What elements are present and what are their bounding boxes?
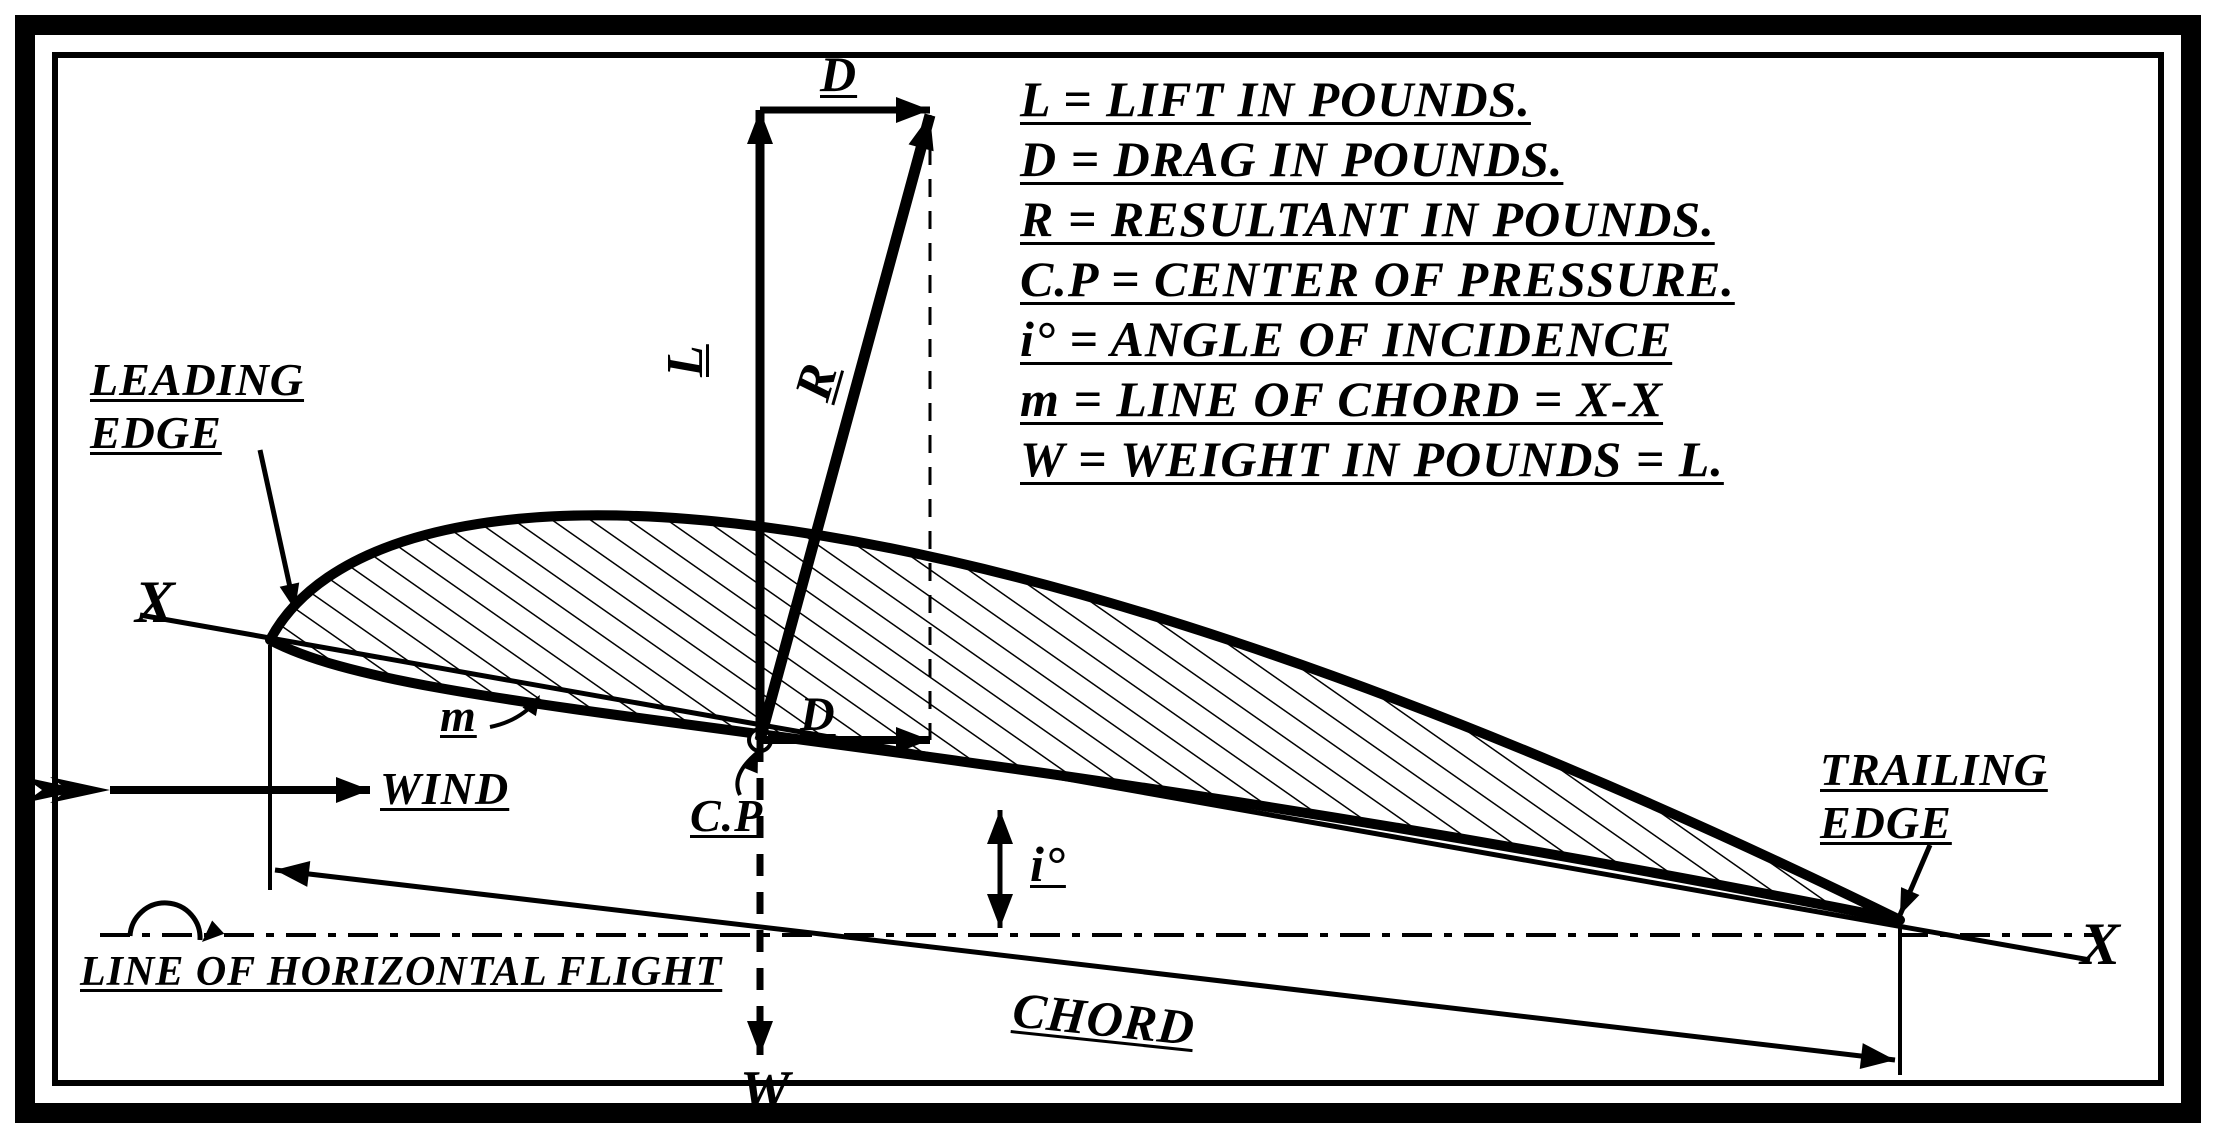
legend-line-4: i° = ANGLE OF INCIDENCE — [1020, 310, 1672, 368]
legend-line-0: L = LIFT IN POUNDS. — [1020, 70, 1531, 128]
legend-line-6: W = WEIGHT IN POUNDS = L. — [1020, 430, 1724, 488]
label-drag-D-top: D — [820, 45, 857, 103]
label-m: m — [440, 689, 477, 742]
label-cp: C.P — [690, 789, 763, 842]
label-line-horizontal-flight: LINE OF HORIZONTAL FLIGHT — [80, 948, 722, 996]
legend-line-5: m = LINE OF CHORD = X-X — [1020, 370, 1663, 428]
label-x-right: X — [2080, 910, 2121, 979]
legend-line-2: R = RESULTANT IN POUNDS. — [1020, 190, 1715, 248]
label-angle-i: i° — [1030, 835, 1066, 893]
label-leading-edge: LEADINGEDGE — [90, 354, 304, 460]
label-weight-W: W — [740, 1059, 791, 1123]
label-lift-L: L — [656, 344, 715, 377]
label-x-left: X — [135, 568, 176, 637]
legend-line-3: C.P = CENTER OF PRESSURE. — [1020, 250, 1735, 308]
label-drag-D-mid: D — [800, 687, 836, 742]
diagram-stage: XXmLINE OF HORIZONTAL FLIGHTWINDC.PLDRDW… — [0, 0, 2216, 1138]
label-trailing-edge: TRAILINGEDGE — [1820, 744, 2048, 850]
legend-line-1: D = DRAG IN POUNDS. — [1020, 130, 1563, 188]
label-wind: WIND — [380, 762, 509, 815]
